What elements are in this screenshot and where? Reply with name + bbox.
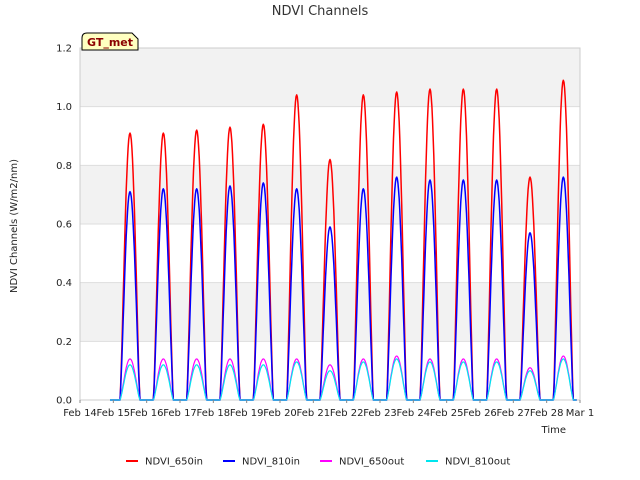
plot-frame (79, 47, 581, 401)
y-tick-label: 0.0 (56, 396, 72, 407)
badge-label: GT_met (87, 36, 133, 49)
y-tick-label: 1.2 (56, 44, 72, 55)
gt-met-badge: GT_met (81, 32, 139, 51)
legend-label-NDVI_650in: NDVI_650in (145, 457, 203, 468)
y-axis-label: NDVI Channels (W/m2/nm) (9, 159, 20, 293)
x-tick-label: Feb 15 (97, 408, 131, 419)
x-tick-label: Feb 23 (363, 408, 397, 419)
x-tick-label: Feb 18 (197, 408, 231, 419)
y-tick-label: 0.2 (56, 337, 72, 348)
band-5 (80, 48, 580, 107)
x-tick-label: Feb 14 (63, 408, 97, 419)
x-axis-label: Time (541, 425, 566, 436)
x-tick-label: Feb 24 (397, 408, 431, 419)
x-tick-label: Mar 1 (566, 408, 594, 419)
x-tick-label: Feb 16 (130, 408, 164, 419)
series-NDVI_810out (110, 358, 577, 401)
legend: NDVI_650in NDVI_810in NDVI_650out NDVI_810o… (126, 457, 510, 468)
legend-label-NDVI_650out: NDVI_650out (339, 457, 404, 468)
x-tick-label: Feb 21 (297, 408, 331, 419)
band-1 (80, 282, 580, 342)
x-tick-label: Feb 28 (530, 408, 564, 419)
x-tick-label: Feb 26 (463, 408, 497, 419)
x-tick-label: Feb 25 (430, 408, 464, 419)
x-tick-label: Feb 20 (263, 408, 297, 419)
x-axis-ticks: Feb 14 Feb 15 Feb 16 Feb 17 Feb 18 Feb 19 Feb … (63, 400, 594, 419)
legend-label-NDVI_810in: NDVI_810in (242, 457, 300, 468)
y-tick-label: 1.0 (56, 102, 72, 113)
chart-title: NDVI Channels (272, 4, 369, 19)
x-tick-label: Feb 27 (497, 408, 531, 419)
y-tick-label: 0.4 (56, 278, 72, 289)
series-layer (110, 79, 577, 401)
x-tick-label: Feb 19 (230, 408, 264, 419)
x-tick-label: Feb 17 (163, 408, 197, 419)
x-tick-label: Feb 22 (330, 408, 364, 419)
y-tick-label: 0.6 (56, 220, 72, 231)
y-tick-label: 0.8 (56, 161, 72, 172)
band-3 (80, 165, 580, 224)
legend-label-NDVI_810out: NDVI_810out (445, 457, 510, 468)
y-axis-ticks: 0.0 0.2 0.4 0.6 0.8 1.0 1.2 (56, 44, 72, 407)
